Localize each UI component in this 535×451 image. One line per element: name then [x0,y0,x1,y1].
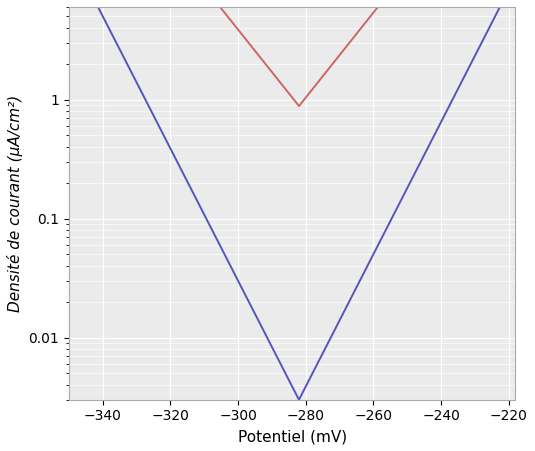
Y-axis label: Densité de courant (μA/cm²): Densité de courant (μA/cm²) [7,95,23,312]
X-axis label: Potentiel (mV): Potentiel (mV) [238,429,347,444]
